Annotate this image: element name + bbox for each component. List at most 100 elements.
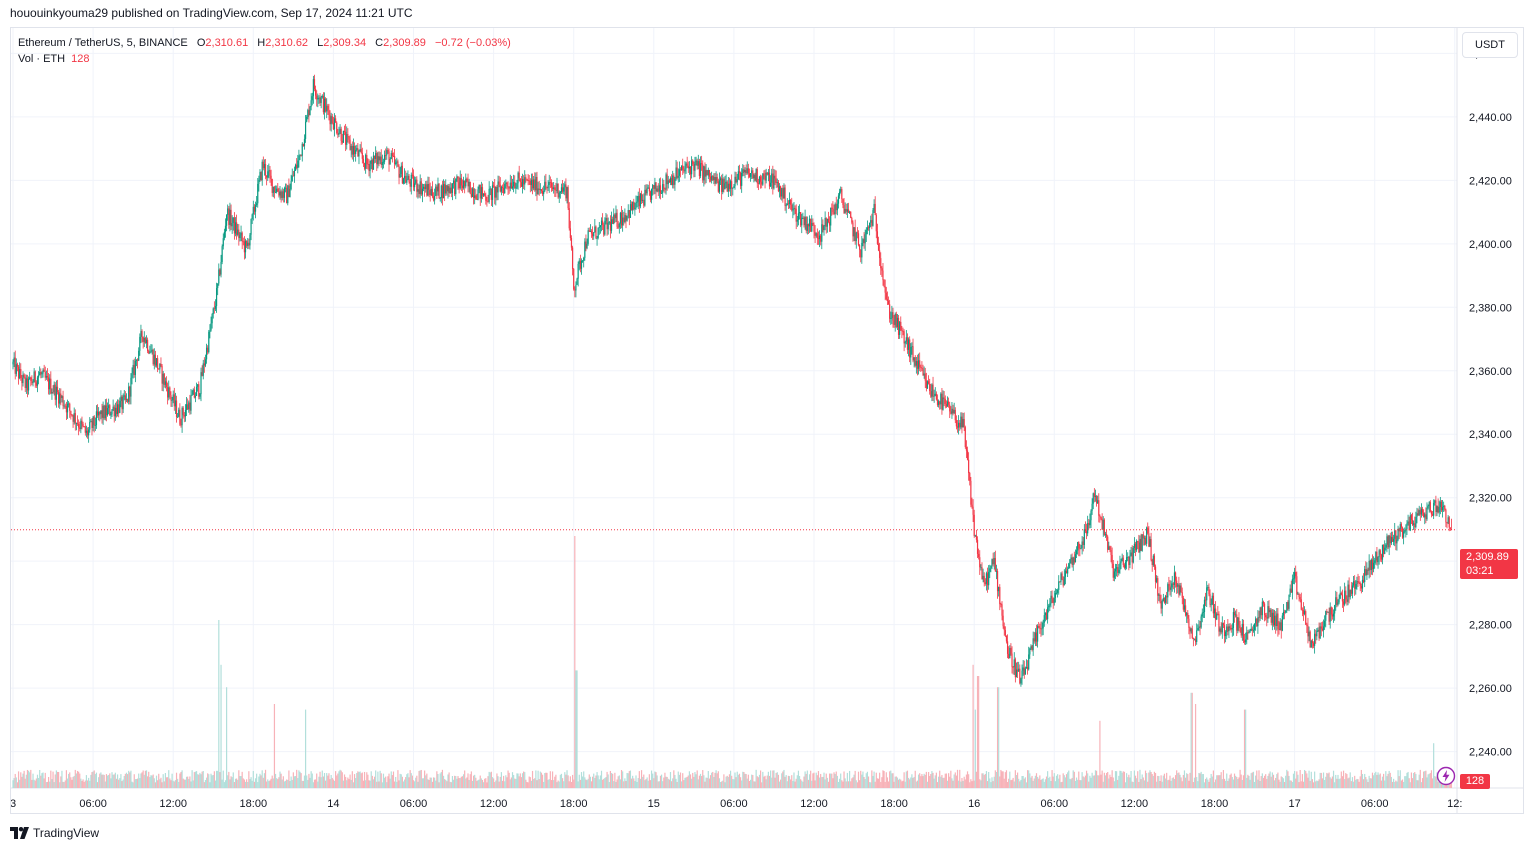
candle-body <box>316 95 318 100</box>
volume-bar <box>1242 775 1245 788</box>
volume-bar <box>92 771 94 788</box>
candle-body <box>1350 589 1352 594</box>
volume-bar <box>1349 772 1351 788</box>
candle-body <box>247 242 249 246</box>
candle-body <box>1164 595 1167 603</box>
candle-body <box>379 156 381 161</box>
volume-bar <box>1238 777 1240 788</box>
candle-body <box>770 182 772 187</box>
candle-body <box>595 226 597 239</box>
candle-body <box>1272 612 1275 626</box>
candle-body <box>708 169 711 177</box>
candle-body <box>1361 579 1364 589</box>
candle-body <box>114 407 116 417</box>
volume-bar <box>1384 780 1386 788</box>
volume-bar <box>1069 778 1071 788</box>
candle-body <box>978 553 980 558</box>
volume-bar <box>1028 770 1030 788</box>
candle-body <box>142 336 144 342</box>
candle-body <box>826 218 828 227</box>
volume-bar <box>1212 770 1214 788</box>
volume-bar <box>80 778 82 788</box>
candle-body <box>1290 588 1292 593</box>
volume-bar <box>25 774 27 788</box>
volume-bar <box>211 775 213 788</box>
legend-close-key: C <box>375 37 384 49</box>
candle-body <box>635 202 637 209</box>
volume-bar <box>1339 778 1341 788</box>
candle-body <box>73 413 75 422</box>
candle-body <box>1229 626 1231 628</box>
volume-bar <box>1108 778 1110 788</box>
volume-bar <box>29 772 31 788</box>
candle-body <box>1166 595 1168 598</box>
chart-frame[interactable]: 2,460.002,440.002,420.002,400.002,380.00… <box>10 27 1524 814</box>
candle-body <box>65 406 67 413</box>
volume-bar <box>696 770 698 788</box>
volume-bar <box>1292 773 1295 788</box>
volume-bar <box>378 781 380 788</box>
candle-body <box>559 192 561 193</box>
candle-body <box>668 180 670 183</box>
volume-bar <box>122 779 124 788</box>
candle-body <box>845 208 847 212</box>
volume-bar <box>939 770 941 788</box>
legend-symbol[interactable]: Ethereum / TetherUS, 5, BINANCE <box>18 37 188 49</box>
candle-body <box>162 373 164 384</box>
candle-body <box>903 331 905 344</box>
candle-body <box>358 151 360 157</box>
volume-bar <box>185 776 188 788</box>
volume-bar <box>513 774 515 788</box>
volume-bar <box>580 772 583 788</box>
volume-bar <box>782 771 784 788</box>
candle-body <box>1104 533 1107 535</box>
volume-bar <box>1193 777 1196 788</box>
candle-body <box>994 558 996 572</box>
candle-body <box>1431 514 1434 516</box>
candle-body <box>24 377 26 388</box>
candle-body <box>889 304 891 319</box>
volume-bar <box>684 777 686 788</box>
candle-body <box>873 203 875 211</box>
volume-bar <box>23 770 25 788</box>
candle-body <box>806 224 808 231</box>
volume-bar <box>1015 774 1018 788</box>
footer-brand[interactable]: TradingView <box>10 826 99 840</box>
candle-body <box>258 179 260 184</box>
volume-bar <box>1406 772 1408 788</box>
candle-body <box>119 400 121 413</box>
candle-body <box>1052 598 1054 603</box>
volume-bar <box>1035 773 1038 788</box>
legend-volume-label[interactable]: Vol · ETH <box>18 53 66 65</box>
currency-button[interactable]: USDT <box>1462 32 1518 58</box>
lightning-icon[interactable] <box>1436 766 1456 786</box>
volume-bar <box>760 770 762 788</box>
volume-bar <box>1434 776 1436 788</box>
volume-bar <box>1361 773 1364 788</box>
volume-bar <box>180 771 182 788</box>
volume-bar <box>32 773 34 788</box>
candle-body <box>1217 613 1219 615</box>
volume-bar <box>430 777 432 788</box>
candle-body <box>807 224 810 227</box>
volume-bar <box>681 781 683 788</box>
volume-bar <box>1151 774 1153 788</box>
price-chart[interactable]: 2,460.002,440.002,420.002,400.002,380.00… <box>11 28 1523 813</box>
candle-body <box>607 222 609 230</box>
chart-legend[interactable]: Ethereum / TetherUS, 5, BINANCE O2,310.6… <box>18 35 511 67</box>
volume-bar <box>960 781 962 788</box>
candle-body <box>894 314 896 325</box>
candle-body <box>460 177 462 186</box>
volume-bar <box>911 774 913 788</box>
candle-body <box>1062 579 1064 586</box>
candle-body <box>510 182 512 189</box>
candle-body <box>992 559 994 565</box>
candle-body <box>827 218 830 222</box>
volume-bar <box>309 777 311 788</box>
candle-body <box>836 203 838 211</box>
volume-bar <box>1425 770 1427 788</box>
candle-body <box>652 185 654 189</box>
volume-bar <box>1118 775 1120 788</box>
candle-body <box>1174 572 1177 581</box>
y-tick-label: 2,380.00 <box>1469 302 1512 314</box>
